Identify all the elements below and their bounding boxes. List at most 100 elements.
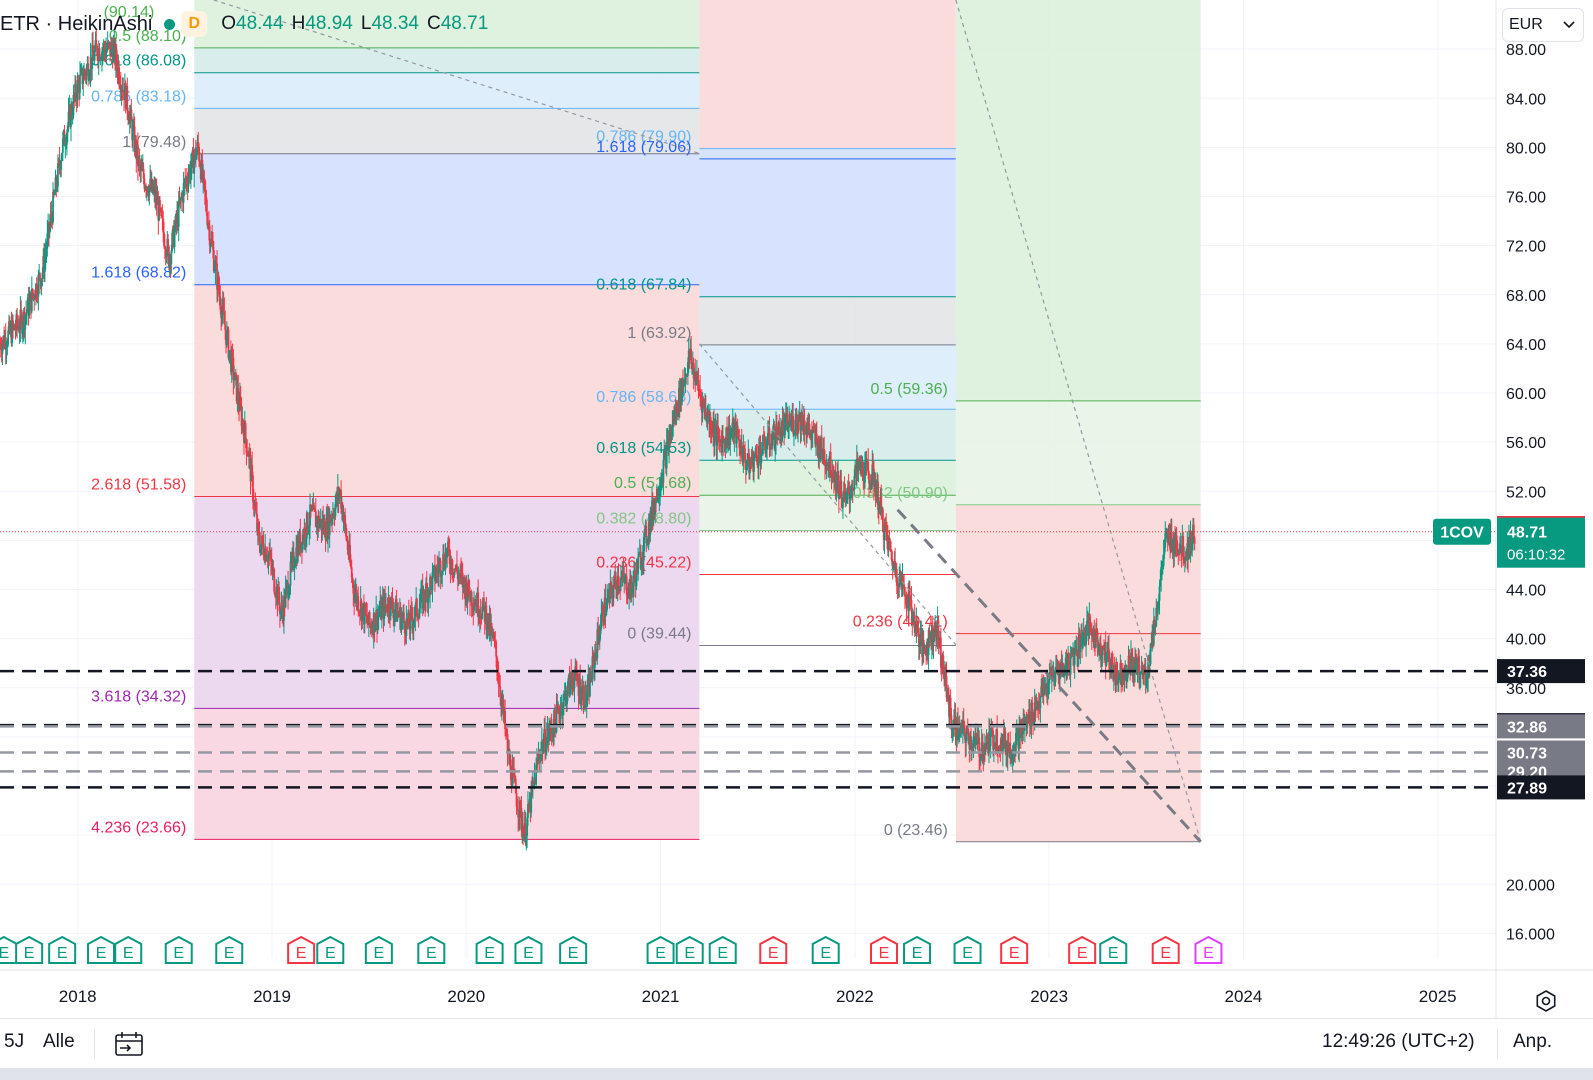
- interval-badge[interactable]: D: [181, 11, 208, 37]
- candle-body: [261, 536, 264, 544]
- candle-body: [203, 179, 206, 192]
- candle-body: [159, 200, 161, 210]
- candle-body: [1049, 672, 1052, 675]
- trend-line: [213, 0, 700, 155]
- candle-body: [1009, 742, 1012, 758]
- candle-body: [642, 537, 645, 561]
- candle-body: [872, 464, 875, 469]
- candle-body: [0, 344, 2, 350]
- candle-body: [981, 742, 984, 756]
- earnings-marker: [1151, 935, 1180, 964]
- candle-body: [555, 705, 558, 733]
- candle-body: [1120, 662, 1123, 685]
- clock-timezone[interactable]: 12:49:26 (UTC+2): [1322, 1031, 1475, 1052]
- candle-body: [958, 725, 961, 735]
- candle-body: [847, 486, 850, 493]
- candle-body: [753, 454, 756, 459]
- candle-body: [894, 561, 897, 576]
- candle-body: [812, 427, 815, 431]
- candle-body: [852, 489, 855, 491]
- candle-body: [838, 495, 841, 499]
- candle-body: [242, 419, 245, 430]
- candle-body: [1011, 751, 1014, 760]
- candle-body: [306, 512, 309, 532]
- candle-body: [496, 656, 498, 672]
- candle-body: [211, 238, 214, 245]
- candle-body: [983, 744, 985, 761]
- candle-body: [1160, 567, 1163, 580]
- price-chart[interactable]: 0.5 (88.10)0.618 (86.08)0.786 (83.18)1 (…: [0, 0, 1593, 1018]
- range-5y-button[interactable]: 5J: [4, 1031, 25, 1052]
- currency-selector[interactable]: EUR: [1502, 8, 1584, 42]
- candle-body: [56, 186, 59, 188]
- candle-body: [308, 525, 311, 532]
- candle-body: [53, 194, 56, 196]
- candle-body: [1078, 634, 1081, 653]
- adjust-button[interactable]: Anp.: [1513, 1031, 1553, 1052]
- candle-body: [1182, 536, 1185, 561]
- candle-body: [913, 616, 916, 633]
- candle-body: [57, 163, 59, 187]
- candle-body: [635, 562, 638, 587]
- earnings-marker-label: E: [96, 945, 107, 962]
- candle-body: [1063, 671, 1066, 674]
- candle-body: [429, 576, 432, 580]
- candle-body: [1193, 537, 1196, 544]
- earnings-marker-label: E: [0, 945, 9, 962]
- candle-body: [50, 213, 53, 217]
- candle-body: [342, 518, 345, 521]
- candle-body: [829, 452, 832, 477]
- candle-body: [1033, 702, 1036, 722]
- calendar-range-icon[interactable]: [114, 1031, 144, 1059]
- candle-body: [771, 440, 773, 450]
- toolbar-divider: [94, 1029, 95, 1059]
- candle-body: [519, 800, 522, 809]
- earnings-marker: [417, 935, 446, 964]
- candle-body: [63, 130, 66, 146]
- candle-body: [562, 706, 564, 716]
- candle-body: [633, 571, 636, 577]
- candle-body: [778, 422, 781, 428]
- candle-body: [777, 422, 780, 441]
- candle-body: [413, 617, 416, 622]
- fib-zone: [699, 296, 956, 345]
- candle-body: [148, 186, 151, 197]
- candle-body: [774, 444, 777, 449]
- range-all-button[interactable]: Alle: [43, 1031, 75, 1052]
- candle-body: [284, 589, 287, 608]
- candle-body: [668, 437, 671, 451]
- candle-body: [775, 426, 778, 438]
- candle-body: [301, 534, 304, 550]
- candle-body: [270, 561, 273, 570]
- candle-body: [888, 537, 891, 542]
- candle-body: [700, 396, 702, 399]
- candle-body: [112, 46, 115, 63]
- candle-body: [13, 325, 16, 330]
- candle-body: [294, 563, 297, 567]
- candle-body: [1185, 557, 1188, 559]
- candle-body: [911, 611, 914, 622]
- candle-body: [88, 78, 90, 80]
- candle-body: [970, 736, 972, 749]
- candle-body: [251, 464, 254, 476]
- candle-body: [21, 314, 23, 334]
- candle-body: [1152, 619, 1155, 645]
- earnings-marker: [903, 935, 932, 964]
- candle-body: [82, 79, 85, 84]
- candle-body: [456, 564, 458, 572]
- candle-body: [895, 569, 898, 586]
- candle-body: [640, 565, 643, 569]
- candle-body: [105, 49, 108, 51]
- fib-zone-top: [955, 0, 1201, 401]
- candle-body: [67, 111, 70, 126]
- candle-body: [1162, 554, 1165, 566]
- candle-body: [1158, 586, 1161, 601]
- candle-body: [405, 618, 408, 637]
- candle-body: [889, 541, 892, 550]
- candle-body: [132, 127, 134, 141]
- earnings-marker-label: E: [1203, 945, 1214, 962]
- low-value: 48.34: [371, 13, 419, 34]
- candle-body: [598, 633, 601, 643]
- candle-body: [110, 43, 113, 50]
- symbol-title[interactable]: ETR · HeikinAshi: [0, 12, 153, 35]
